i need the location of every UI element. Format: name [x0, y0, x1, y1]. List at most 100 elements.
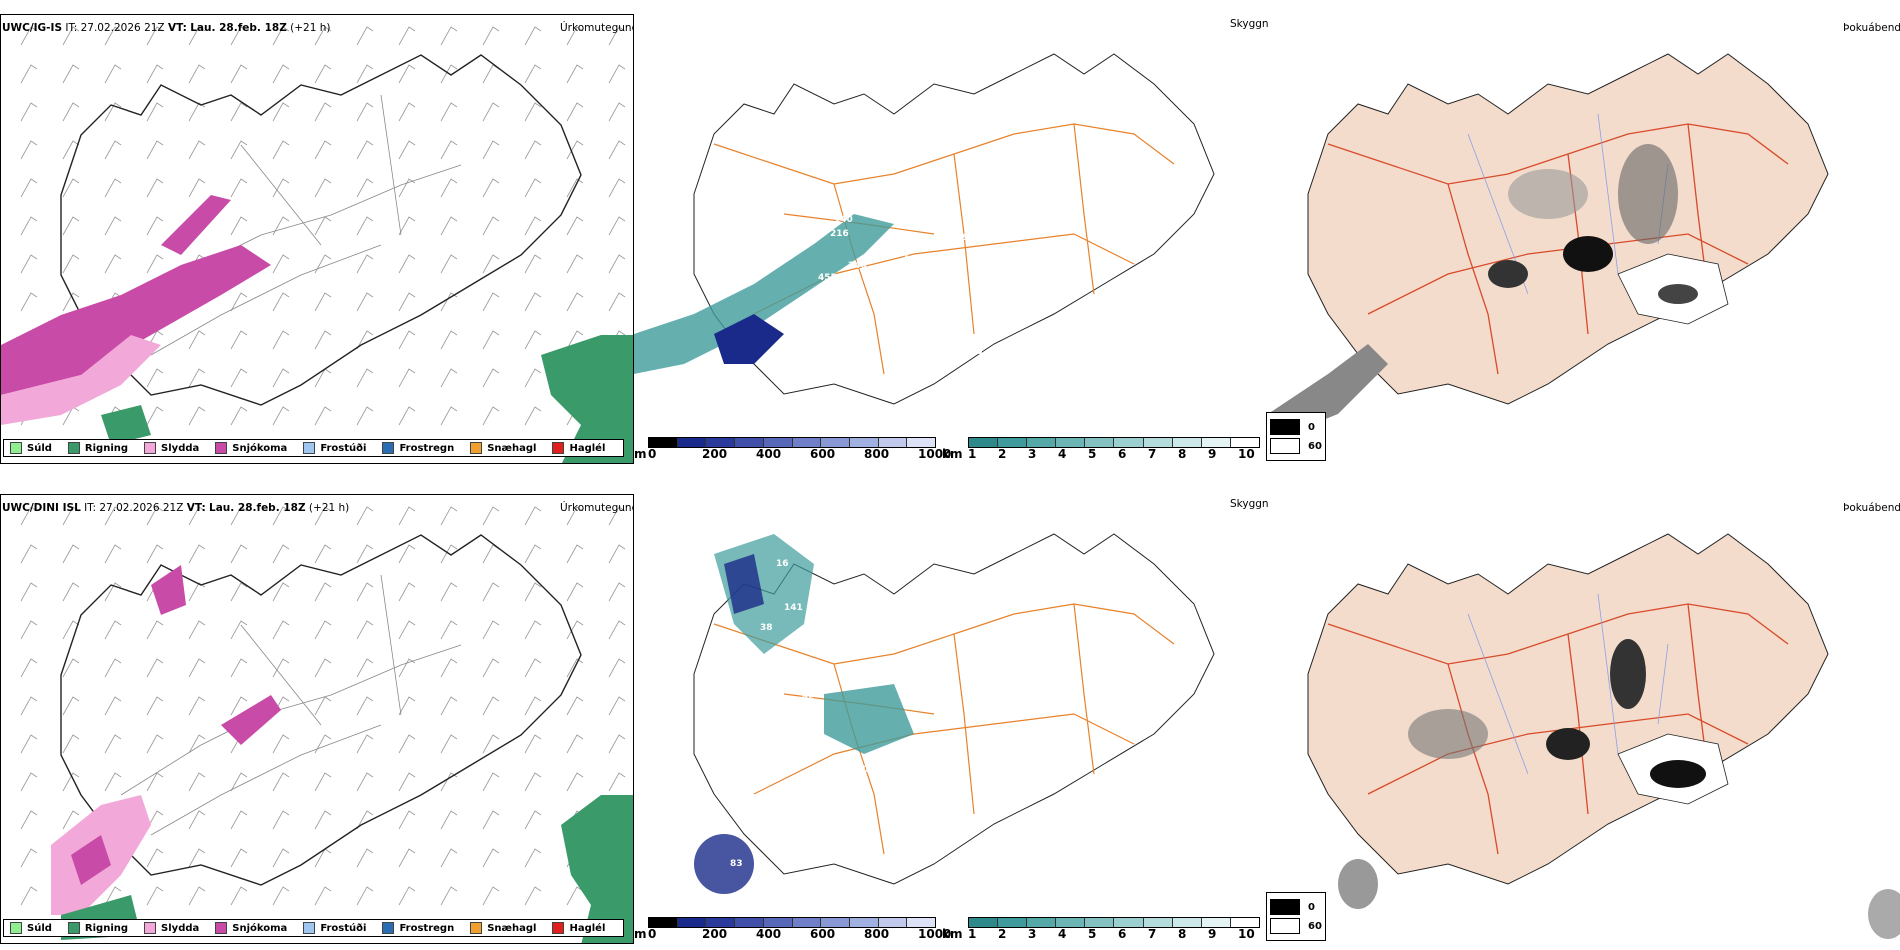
- iceland-outline: [60, 54, 582, 406]
- wind-barb: [440, 696, 458, 716]
- wind-barb: [356, 848, 374, 868]
- legend-item: Rigning: [67, 442, 128, 454]
- wind-barb: [20, 506, 38, 526]
- legend-item: Súld: [10, 922, 52, 934]
- legend-item: Rigning: [67, 922, 128, 934]
- wind-barb: [524, 620, 542, 640]
- wind-barb: [272, 772, 290, 792]
- colorbar-tick: 10: [1238, 447, 1255, 461]
- wind-barb: [230, 292, 248, 312]
- wind-barb: [20, 102, 38, 122]
- colorbar-tick: 1000: [918, 447, 952, 461]
- wind-barb: [524, 330, 542, 350]
- wind-barb: [524, 506, 542, 526]
- wind-barb: [482, 620, 500, 640]
- wind-barb: [524, 658, 542, 678]
- snow-coast: [71, 835, 111, 885]
- wind-barb: [566, 254, 584, 274]
- wind-barb: [608, 658, 626, 678]
- wind-barb: [482, 406, 500, 426]
- colorbar-tick: 800: [864, 447, 890, 461]
- wind-barb: [20, 620, 38, 640]
- ceiling-value-label: 119: [950, 233, 969, 243]
- colorbar-tick: 8: [1178, 927, 1187, 941]
- navy-area: [724, 554, 764, 614]
- fog-legend-box: [1270, 438, 1300, 454]
- legend-item: Frostregn: [382, 442, 454, 454]
- wind-barb: [440, 810, 458, 830]
- wind-barb: [524, 368, 542, 388]
- wind-barb: [566, 330, 584, 350]
- wind-barb: [104, 64, 122, 84]
- wind-barb: [20, 292, 38, 312]
- fog-legend-1: 0 60: [1266, 412, 1326, 461]
- wind-barb: [62, 506, 80, 526]
- wind-barb: [104, 696, 122, 716]
- wind-barb: [272, 406, 290, 426]
- rain-patch: [101, 405, 151, 445]
- wind-barb: [314, 406, 332, 426]
- wind-barb: [398, 178, 416, 198]
- colorbar-tick: 400: [756, 927, 782, 941]
- fog-dark-2: [1488, 260, 1528, 288]
- wind-barb: [62, 734, 80, 754]
- colorbar-tick: 3: [1028, 447, 1037, 461]
- rain-area: [561, 795, 633, 943]
- legend-item: Snæhagl: [470, 922, 536, 934]
- visibility-unit: km: [942, 927, 963, 941]
- wind-barb: [314, 886, 332, 906]
- colorbar-tick: 600: [810, 927, 836, 941]
- wind-barb: [104, 544, 122, 564]
- wind-barb: [440, 658, 458, 678]
- wind-barb: [440, 216, 458, 236]
- colorbar-tick: 400: [756, 447, 782, 461]
- wind-barb: [188, 886, 206, 906]
- legend-swatch: [144, 922, 157, 934]
- wind-barb: [272, 848, 290, 868]
- wind-barb: [104, 886, 122, 906]
- wind-barb: [272, 330, 290, 350]
- wind-barb: [398, 140, 416, 160]
- wind-barb: [524, 772, 542, 792]
- fog-panel-1: [1268, 14, 1900, 464]
- wind-barb: [188, 140, 206, 160]
- wind-barb: [524, 886, 542, 906]
- wind-barb: [482, 254, 500, 274]
- wind-barb: [398, 406, 416, 426]
- wind-barb: [356, 64, 374, 84]
- wind-barb: [398, 810, 416, 830]
- wind-barb: [398, 102, 416, 122]
- wind-barb: [20, 810, 38, 830]
- fog-grey-1: [1408, 709, 1488, 759]
- wind-barb: [272, 178, 290, 198]
- iceland-land: [1307, 533, 1829, 885]
- wind-barb: [188, 64, 206, 84]
- header-row-2: UWC/DINI ISL IT: 27.02.2026 21Z VT: Lau.…: [2, 502, 350, 514]
- wind-barb: [62, 620, 80, 640]
- wind-barb: [482, 544, 500, 564]
- rain-area: [541, 335, 633, 463]
- visibility-panel-2: 16 141 38 52 75 17 175 202 302 20 395 83: [634, 494, 1268, 944]
- visibility-title-2: Skyggni: [1230, 498, 1272, 510]
- precip-title-1: Úrkomutegund: [560, 22, 639, 34]
- fog-legend-row: 0: [1270, 419, 1322, 435]
- teal-south: [824, 684, 914, 754]
- ceiling-value-label: 83: [730, 859, 743, 869]
- teal-area: [634, 214, 894, 374]
- wind-barb: [188, 544, 206, 564]
- wind-barb: [524, 102, 542, 122]
- wind-barb: [62, 292, 80, 312]
- wind-barb: [440, 544, 458, 564]
- ceiling-value-label: 175: [874, 749, 893, 759]
- colorbar-tick: 1000: [918, 927, 952, 941]
- visibility-bar: [968, 917, 1260, 928]
- legend-swatch: [382, 922, 395, 934]
- fog-legend-label: 0: [1308, 901, 1315, 913]
- wind-barb: [230, 102, 248, 122]
- wind-barb: [440, 368, 458, 388]
- wind-barb: [482, 582, 500, 602]
- header-row-1: UWC/IG-IS IT: 27.02.2026 21Z VT: Lau. 28…: [2, 22, 331, 34]
- wind-barb: [188, 178, 206, 198]
- ceiling-value-label: 89: [784, 351, 797, 361]
